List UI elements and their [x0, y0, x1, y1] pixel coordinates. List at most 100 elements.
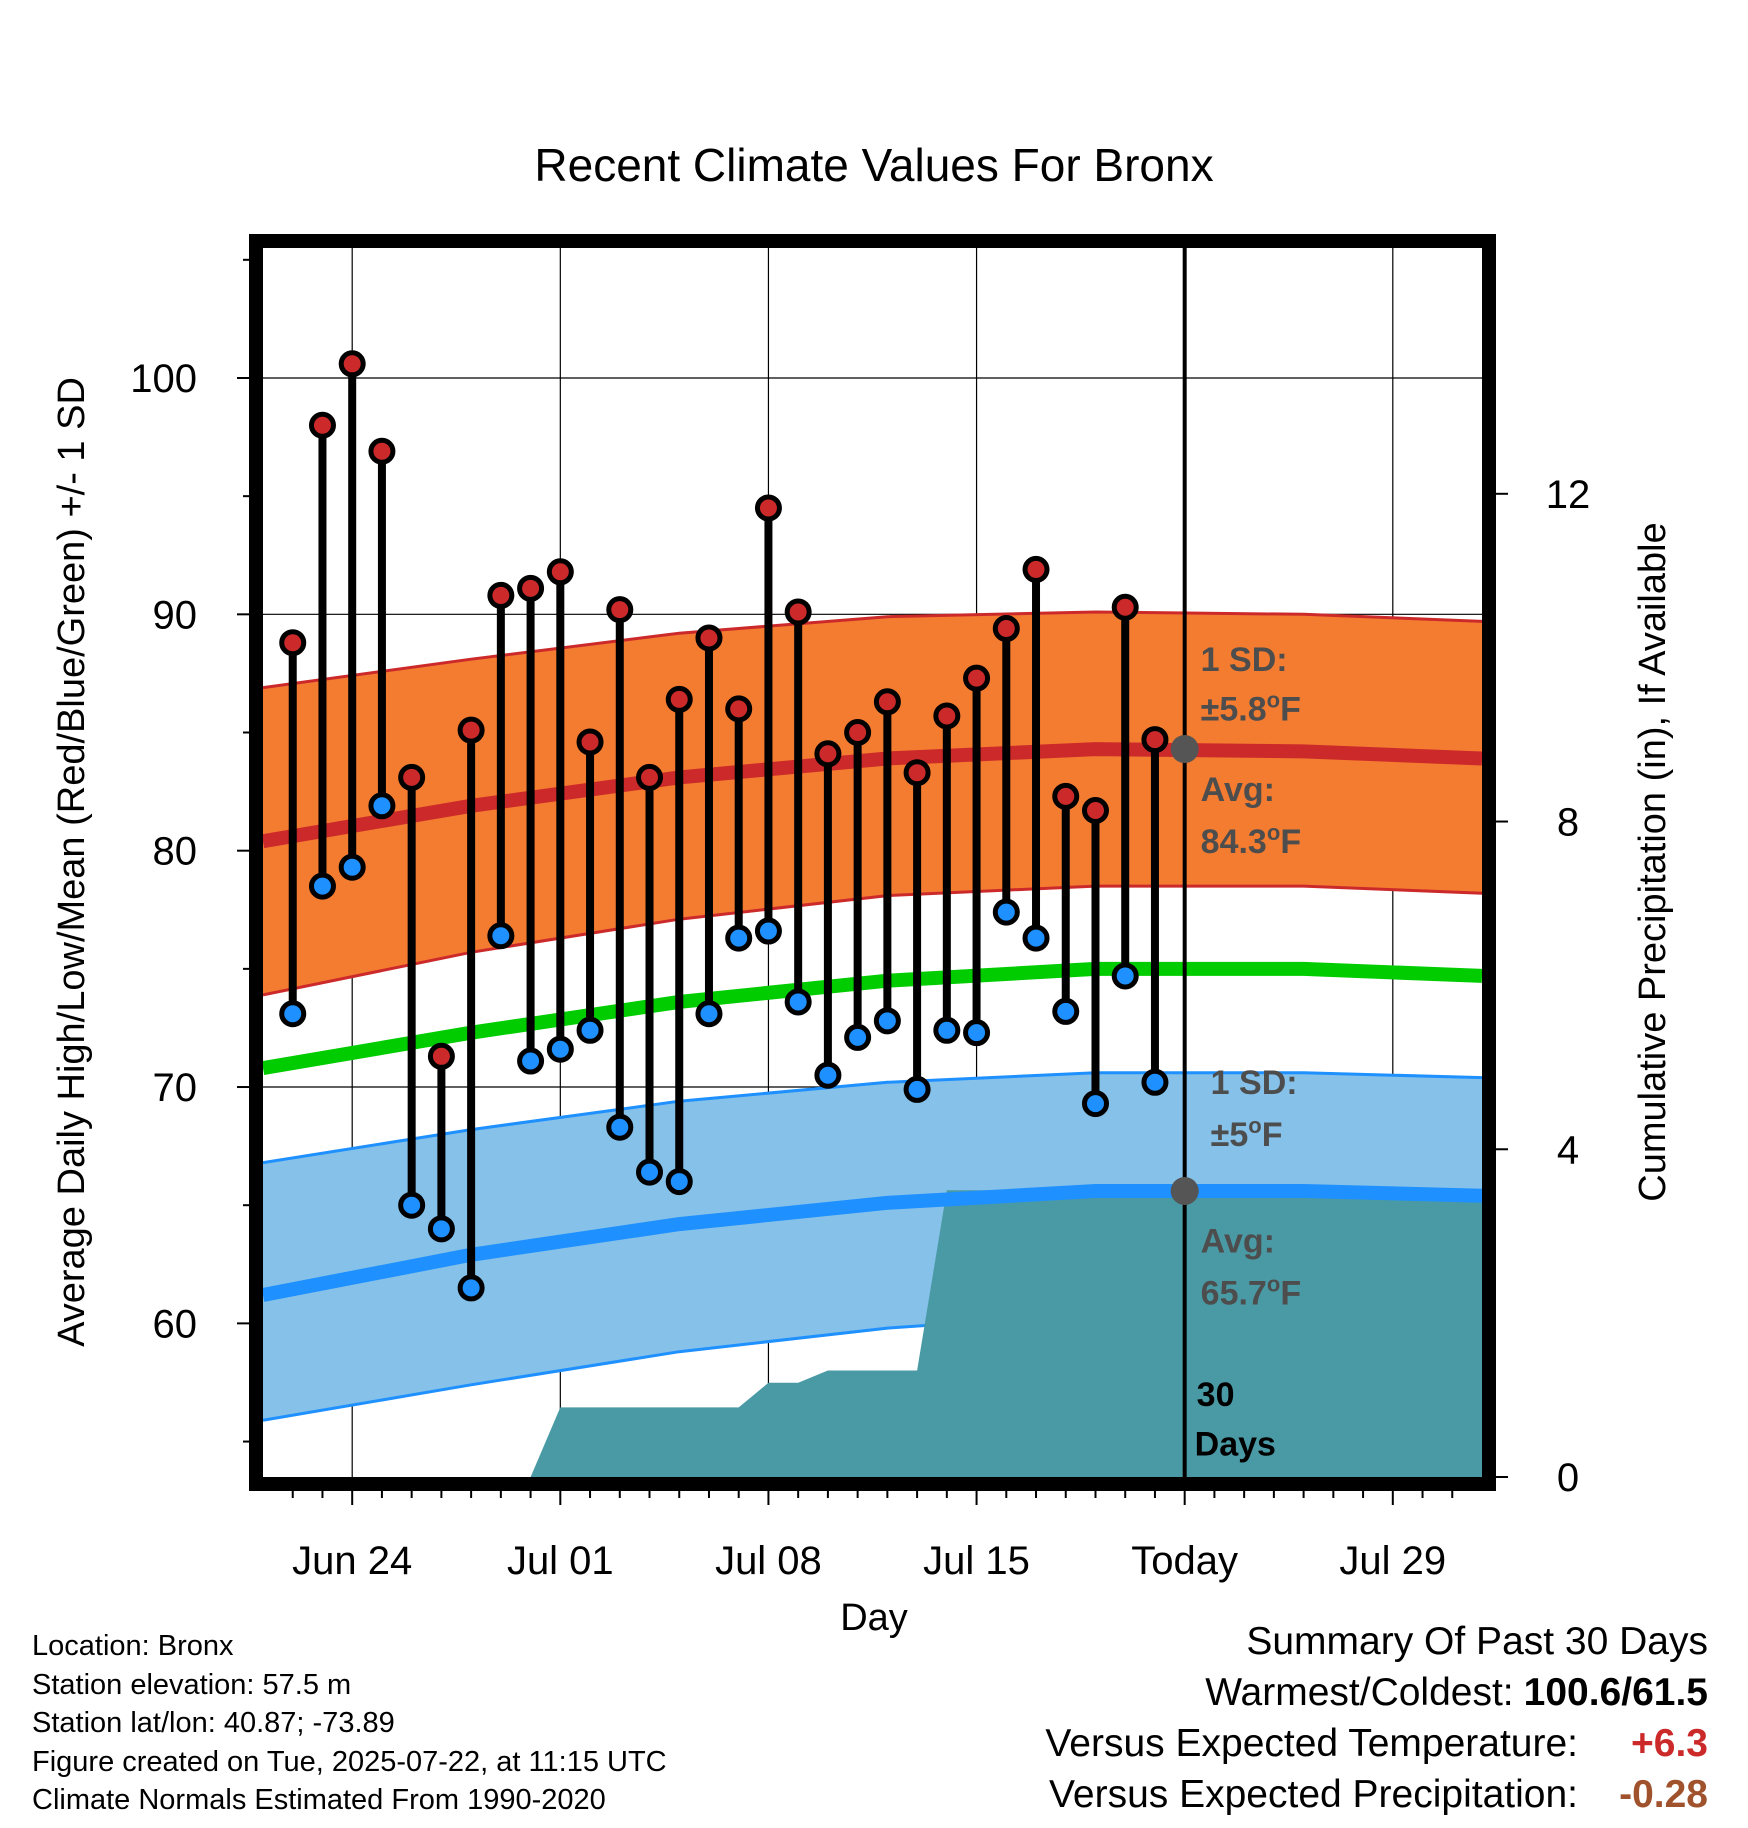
daily-low-point: [963, 1019, 991, 1047]
x-tick-label: Jul 29: [1339, 1539, 1446, 1583]
y-axis-label: Average Daily High/Low/Mean (Red/Blue/Gr…: [51, 377, 93, 1347]
daily-high-point: [606, 596, 634, 624]
daily-high-point: [338, 350, 366, 378]
daily-high-point: [1111, 593, 1139, 621]
daily-low-point: [457, 1274, 485, 1302]
daily-high-point: [636, 763, 664, 791]
daily-high-point: [784, 598, 812, 626]
daily-low-point: [844, 1023, 872, 1051]
daily-low-point: [279, 1000, 307, 1028]
high-sd-upper-line: [263, 610, 1482, 690]
summary-panel: Summary Of Past 30 Days Warmest/Coldest:…: [1045, 1620, 1708, 1824]
summary-title: Summary Of Past 30 Days: [1246, 1620, 1708, 1663]
x-tick-label: Jul 01: [507, 1539, 614, 1583]
daily-low-point: [487, 922, 515, 950]
daily-low-point: [576, 1016, 604, 1044]
precip-area: [263, 1190, 1482, 1477]
daily-high-point: [398, 763, 426, 791]
daily-high-point: [368, 437, 396, 465]
temp-anomaly-value: +6.3: [1631, 1722, 1708, 1765]
y-tick-label: 90: [153, 593, 198, 637]
y-tick-label: 60: [153, 1302, 198, 1346]
daily-high-point: [963, 664, 991, 692]
plot-content: 1 SD: ±5.8oF Avg: 84.3oF 1 SD: ±5oF Avg: 65.7oF…: [263, 248, 1482, 1477]
daily-high-point: [1081, 797, 1109, 825]
daily-low-point: [784, 988, 812, 1016]
daily-high-point: [487, 581, 515, 609]
chart-title: Recent Climate Values For Bronx: [534, 139, 1213, 191]
daily-low-point: [398, 1191, 426, 1219]
daily-low-point: [903, 1075, 931, 1103]
daily-low-point: [1141, 1068, 1169, 1096]
daily-high-point: [517, 574, 545, 602]
daily-high-point: [1022, 555, 1050, 583]
days-number: 30: [1197, 1376, 1235, 1414]
daily-high-point: [308, 411, 336, 439]
daily-low-point: [992, 898, 1020, 926]
daily-low-point: [368, 792, 396, 820]
latlon-text: Station lat/lon: 40.87; -73.89: [32, 1707, 395, 1739]
y2-axis-label: Cumulative Precipitation (in), If Availa…: [1632, 522, 1674, 1201]
daily-high-point: [903, 759, 931, 787]
warmest-coldest-label: Warmest/Coldest:: [1205, 1671, 1514, 1714]
today-normal-high-marker: [1170, 735, 1199, 764]
station-info: Location: Bronx Station elevation: 57.5 …: [32, 1627, 667, 1820]
daily-high-point: [814, 740, 842, 768]
low-avg-label: Avg:: [1201, 1222, 1275, 1260]
daily-high-point: [873, 688, 901, 716]
plot-border: [249, 234, 1496, 1491]
daily-high-point: [427, 1042, 455, 1070]
y-tick-label: 70: [153, 1066, 198, 1110]
elevation-text: Station elevation: 57.5 m: [32, 1668, 352, 1701]
daily-low-point: [546, 1035, 574, 1063]
daily-low-point: [308, 872, 336, 900]
daily-low-point: [754, 917, 782, 945]
daily-low-point: [725, 924, 753, 952]
daily-low-point: [338, 853, 366, 881]
daily-low-point: [427, 1215, 455, 1243]
daily-low-point: [636, 1158, 664, 1186]
x-tick-label: Jul 08: [715, 1539, 822, 1583]
daily-low-point: [695, 1000, 723, 1028]
daily-high-point: [279, 629, 307, 657]
plot-frame: [249, 234, 1496, 1491]
high-sd-band: [263, 612, 1482, 995]
low-avg-value: 65.7oF: [1201, 1271, 1301, 1312]
low-sd-value: ±5oF: [1211, 1113, 1283, 1154]
daily-low-point: [606, 1113, 634, 1141]
daily-low-point: [873, 1007, 901, 1035]
axes: 60 70 80 90 100 0 4 8 12 Jun 24 Jul 01 Jul 08 Jul 15…: [51, 258, 1674, 1639]
normals-text: Climate Normals Estimated From 1990-2020: [32, 1784, 606, 1816]
x-tick-label: Jul 15: [923, 1539, 1030, 1583]
daily-low-point: [1111, 962, 1139, 990]
temp-anomaly-label: Versus Expected Temperature:: [1045, 1722, 1578, 1765]
daily-low-point: [1081, 1090, 1109, 1118]
daily-high-point: [933, 702, 961, 730]
high-sd-value: ±5.8oF: [1201, 688, 1301, 729]
precip-anomaly-row: Versus Expected Precipitation: -0.28: [1045, 1773, 1708, 1824]
created-text: Figure created on Tue, 2025-07-22, at 11…: [32, 1745, 667, 1778]
high-sd-label: 1 SD:: [1201, 641, 1288, 679]
daily-high-point: [457, 716, 485, 744]
warmest-coldest-value: 100.6/61.5: [1523, 1671, 1708, 1714]
temp-anomaly-row: Versus Expected Temperature: +6.3: [1045, 1722, 1708, 1773]
daily-high-point: [992, 615, 1020, 643]
daily-low-point: [933, 1016, 961, 1044]
x-tick-label: Today: [1131, 1539, 1238, 1583]
daily-high-point: [695, 624, 723, 652]
daily-high-point: [725, 695, 753, 723]
y-tick-label: 100: [130, 357, 197, 401]
daily-low-point: [814, 1061, 842, 1089]
high-avg-label: Avg:: [1201, 771, 1275, 809]
daily-low-point: [1022, 924, 1050, 952]
location-text: Location: Bronx: [32, 1630, 234, 1662]
daily-high-point: [576, 728, 604, 756]
y2-tick-label: 12: [1546, 473, 1591, 517]
daily-high-point: [754, 494, 782, 522]
daily-high-point: [665, 685, 693, 713]
y-tick-label: 80: [153, 830, 198, 874]
high-avg-value: 84.3oF: [1201, 820, 1301, 861]
low-sd-band: [263, 1072, 1482, 1421]
plot-area: 1 SD: ±5.8oF Avg: 84.3oF 1 SD: ±5oF Avg: 65.7oF…: [263, 248, 1482, 1477]
x-axis-label: Day: [840, 1597, 908, 1639]
